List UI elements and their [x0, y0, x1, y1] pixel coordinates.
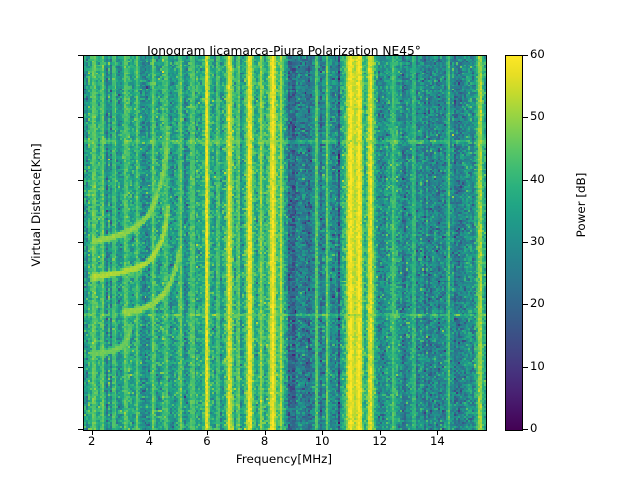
y-axis-label: Virtual Distance[Km]	[29, 143, 43, 267]
ionogram-plot-area	[83, 55, 487, 431]
colorbar-tick-label: 0	[530, 421, 538, 435]
colorbar-tick-label: 10	[530, 358, 545, 373]
colorbar-tick-label: 40	[530, 171, 545, 186]
colorbar-tick-mark	[523, 429, 528, 430]
y-tick-mark	[78, 179, 83, 181]
y-tick-mark	[78, 366, 83, 368]
title-line-1: Ionogram Jicamarca-Piura Polarization NE…	[147, 44, 421, 58]
x-tick-mark	[91, 430, 93, 435]
colorbar-tick-label: 60	[530, 47, 545, 61]
colorbar-tick-label: 50	[530, 109, 545, 124]
colorbar-tick-mark	[523, 242, 528, 243]
colorbar	[505, 55, 523, 431]
x-tick-mark	[437, 430, 439, 435]
x-tick-label: 2	[87, 434, 96, 448]
ionogram-heatmap	[84, 56, 486, 430]
colorbar-tick-label: 30	[530, 234, 545, 248]
y-tick-mark	[78, 304, 83, 306]
colorbar-tick-mark	[523, 179, 528, 181]
x-tick-mark	[206, 430, 208, 435]
colorbar-tick-mark	[523, 117, 528, 119]
x-tick-label: 6	[203, 434, 211, 448]
y-tick-mark	[78, 242, 83, 243]
x-tick-mark	[149, 430, 151, 435]
colorbar-label: Power [dB]	[574, 172, 588, 238]
y-tick-mark	[78, 55, 83, 56]
x-tick-label: 8	[260, 434, 269, 448]
y-tick-mark	[78, 117, 83, 119]
colorbar-tick-mark	[523, 55, 528, 56]
x-tick-mark	[264, 430, 266, 435]
x-tick-label: 12	[372, 434, 388, 448]
x-tick-label: 10	[314, 434, 330, 448]
x-tick-label: 4	[145, 434, 153, 448]
colorbar-tick-mark	[523, 366, 528, 368]
x-tick-mark	[322, 430, 324, 435]
colorbar-tick-label: 20	[530, 296, 545, 311]
y-tick-mark	[78, 429, 83, 430]
colorbar-gradient	[506, 56, 522, 430]
x-tick-mark	[379, 430, 381, 435]
x-axis-label: Frequency[MHz]	[235, 452, 333, 466]
colorbar-tick-mark	[523, 304, 528, 306]
x-tick-label: 14	[430, 434, 445, 448]
